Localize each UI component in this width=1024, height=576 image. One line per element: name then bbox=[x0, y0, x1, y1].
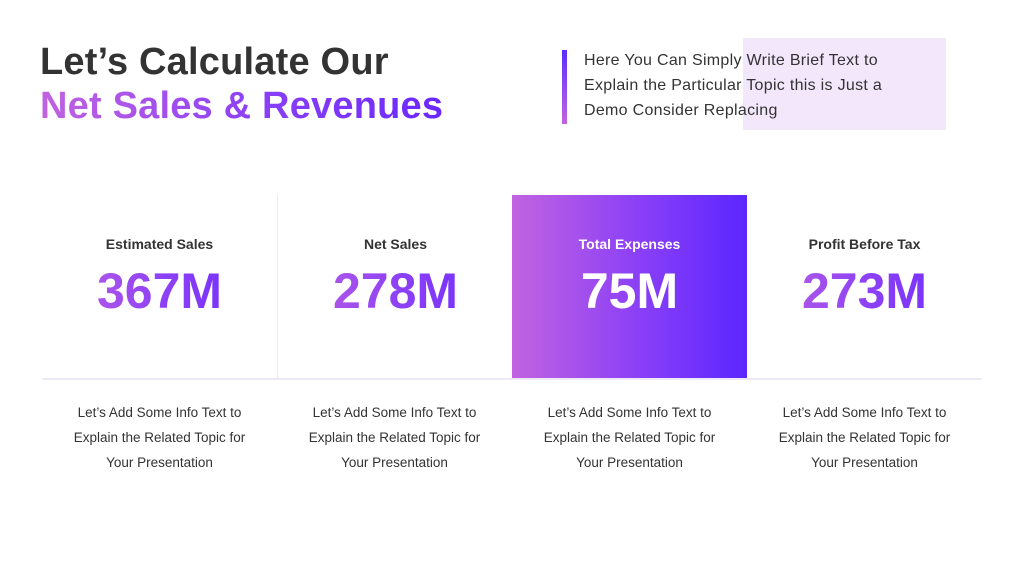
title-line-2: Net Sales & Revenues bbox=[40, 85, 444, 127]
page-title: Let’s Calculate Our Net Sales & Revenues bbox=[40, 40, 443, 128]
stat-card-net-sales: Net Sales 278M bbox=[277, 195, 513, 378]
info-line: Explain the Related Topic for bbox=[73, 430, 246, 445]
stat-label: Total Expenses bbox=[578, 236, 681, 252]
info-line: Explain the Related Topic for bbox=[543, 430, 716, 445]
intro-text: Here You Can Simply Write Brief Text to … bbox=[584, 48, 944, 123]
info-text: Let’s Add Some Info Text to Explain the … bbox=[747, 400, 982, 475]
info-text: Let’s Add Some Info Text to Explain the … bbox=[512, 400, 747, 475]
intro-block: Here You Can Simply Write Brief Text to … bbox=[562, 38, 952, 130]
intro-highlight-box bbox=[743, 38, 946, 130]
info-line: Explain the Related Topic for bbox=[308, 430, 481, 445]
title-line-1: Let’s Calculate Our bbox=[40, 41, 389, 83]
intro-line: Demo Consider Replacing bbox=[584, 102, 778, 119]
info-line: Your Presentation bbox=[576, 455, 683, 470]
info-line: Your Presentation bbox=[106, 455, 213, 470]
stat-label: Profit Before Tax bbox=[808, 236, 921, 252]
info-line: Let’s Add Some Info Text to bbox=[782, 405, 947, 420]
stat-value: 367M bbox=[42, 261, 277, 321]
stat-card-profit-before-tax: Profit Before Tax 273M bbox=[747, 195, 982, 378]
info-line: Let’s Add Some Info Text to bbox=[312, 405, 477, 420]
info-line: Let’s Add Some Info Text to bbox=[547, 405, 712, 420]
stat-card-estimated-sales: Estimated Sales 367M bbox=[42, 195, 277, 378]
stat-cards: Estimated Sales 367M Net Sales 278M Tota… bbox=[42, 195, 982, 380]
intro-accent-bar bbox=[562, 50, 567, 124]
stat-value: 75M bbox=[580, 263, 679, 319]
stat-value: 273M bbox=[747, 261, 982, 321]
info-line: Your Presentation bbox=[811, 455, 918, 470]
stat-label: Estimated Sales bbox=[105, 236, 214, 252]
info-text: Let’s Add Some Info Text to Explain the … bbox=[42, 400, 277, 475]
section-divider bbox=[42, 378, 982, 380]
stat-value: 278M bbox=[278, 261, 513, 321]
intro-line: Here You Can Simply Write Brief Text to bbox=[584, 52, 878, 69]
info-line: Explain the Related Topic for bbox=[778, 430, 951, 445]
info-text: Let’s Add Some Info Text to Explain the … bbox=[277, 400, 512, 475]
info-line: Let’s Add Some Info Text to bbox=[77, 405, 242, 420]
stat-label: Net Sales bbox=[363, 236, 428, 252]
stat-card-total-expenses: Total Expenses 75M bbox=[512, 195, 747, 378]
intro-line: Explain the Particular Topic this is Jus… bbox=[584, 77, 883, 94]
info-line: Your Presentation bbox=[341, 455, 448, 470]
